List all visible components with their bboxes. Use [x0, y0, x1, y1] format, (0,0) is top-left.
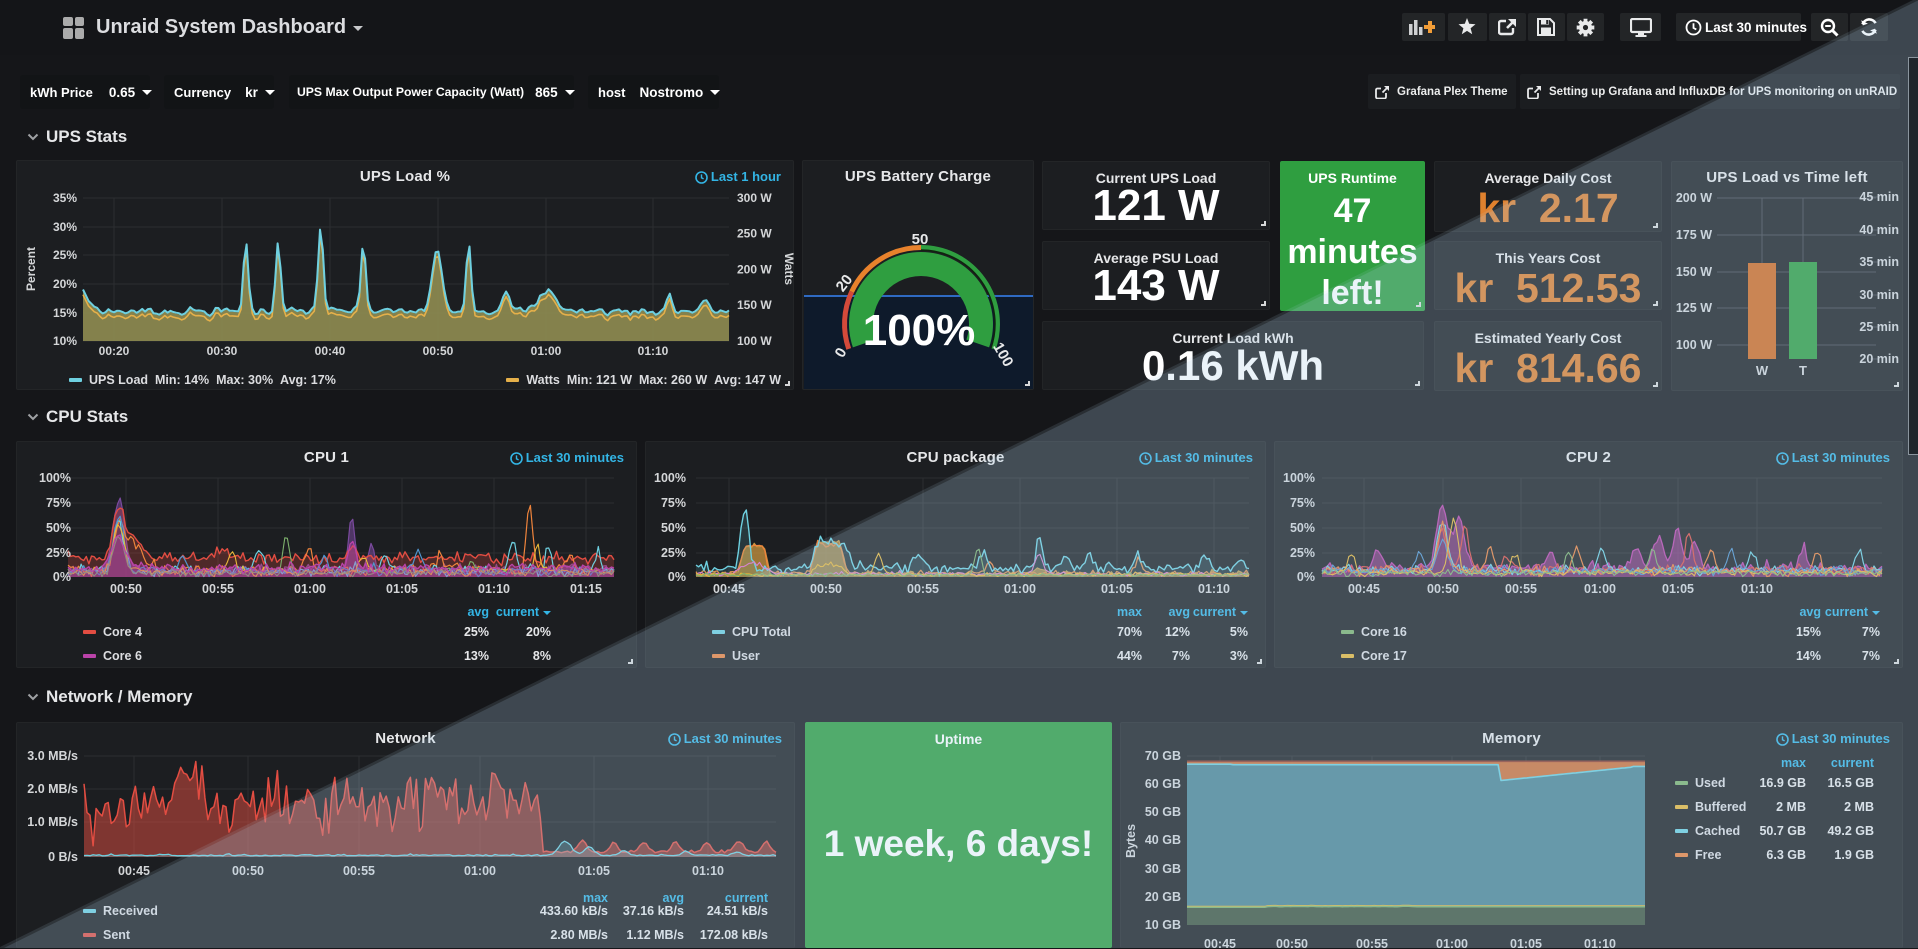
svg-text:30%: 30%: [53, 220, 77, 234]
svg-text:25 min: 25 min: [1859, 320, 1899, 334]
svg-text:00:50: 00:50: [810, 582, 842, 596]
svg-text:Bytes: Bytes: [1124, 824, 1138, 858]
svg-text:35%: 35%: [53, 191, 77, 205]
svg-text:01:00: 01:00: [531, 344, 562, 358]
svg-text:01:15: 01:15: [570, 582, 602, 596]
svg-text:50%: 50%: [46, 521, 71, 535]
svg-text:40 GB: 40 GB: [1145, 833, 1181, 847]
svg-text:00:20: 00:20: [99, 344, 130, 358]
svg-text:01:05: 01:05: [578, 864, 610, 878]
svg-text:75%: 75%: [46, 496, 71, 510]
svg-text:01:10: 01:10: [692, 864, 724, 878]
svg-text:3.0 MB/s: 3.0 MB/s: [27, 749, 78, 763]
svg-text:50 GB: 50 GB: [1145, 805, 1181, 819]
svg-text:150 W: 150 W: [1676, 265, 1712, 279]
svg-text:300 W: 300 W: [737, 191, 772, 205]
svg-text:01:00: 01:00: [1004, 582, 1036, 596]
svg-text:00:55: 00:55: [1505, 582, 1537, 596]
svg-text:00:50: 00:50: [110, 582, 142, 596]
svg-text:0 B/s: 0 B/s: [48, 850, 78, 864]
svg-text:01:10: 01:10: [478, 582, 510, 596]
svg-text:15%: 15%: [53, 306, 77, 320]
svg-text:10 GB: 10 GB: [1145, 918, 1181, 932]
svg-text:30 min: 30 min: [1859, 288, 1899, 302]
svg-text:00:30: 00:30: [207, 344, 238, 358]
svg-text:T: T: [1799, 363, 1807, 378]
svg-text:W: W: [1756, 363, 1769, 378]
svg-text:0%: 0%: [1297, 570, 1315, 584]
svg-text:20 min: 20 min: [1859, 352, 1899, 366]
svg-text:150 W: 150 W: [737, 298, 772, 312]
svg-text:00:50: 00:50: [423, 344, 454, 358]
svg-text:01:10: 01:10: [1584, 937, 1616, 949]
svg-text:1.0 MB/s: 1.0 MB/s: [27, 815, 78, 829]
svg-text:75%: 75%: [1290, 496, 1315, 510]
svg-text:00:45: 00:45: [118, 864, 150, 878]
svg-text:00:50: 00:50: [232, 864, 264, 878]
svg-text:01:10: 01:10: [638, 344, 669, 358]
svg-text:01:10: 01:10: [1741, 582, 1773, 596]
svg-text:01:00: 01:00: [1436, 937, 1468, 949]
svg-text:100 W: 100 W: [737, 334, 772, 348]
svg-text:00:45: 00:45: [1348, 582, 1380, 596]
svg-text:25%: 25%: [1290, 546, 1315, 560]
svg-text:00:50: 00:50: [1276, 937, 1308, 949]
svg-text:40 min: 40 min: [1859, 223, 1899, 237]
svg-text:0%: 0%: [53, 570, 71, 584]
svg-text:01:05: 01:05: [1510, 937, 1542, 949]
svg-text:01:05: 01:05: [386, 582, 418, 596]
svg-text:01:00: 01:00: [1584, 582, 1616, 596]
svg-text:30 GB: 30 GB: [1145, 862, 1181, 876]
svg-text:01:05: 01:05: [1662, 582, 1694, 596]
svg-text:01:00: 01:00: [464, 864, 496, 878]
svg-text:Watts: Watts: [782, 253, 795, 286]
svg-text:2.0 MB/s: 2.0 MB/s: [27, 782, 78, 796]
svg-text:100%: 100%: [654, 471, 686, 485]
svg-text:100%: 100%: [39, 471, 71, 485]
svg-text:00:45: 00:45: [713, 582, 745, 596]
svg-text:10%: 10%: [53, 334, 77, 348]
svg-text:50: 50: [912, 231, 929, 248]
svg-text:00:55: 00:55: [907, 582, 939, 596]
svg-text:25%: 25%: [661, 546, 686, 560]
svg-text:00:40: 00:40: [315, 344, 346, 358]
svg-text:250 W: 250 W: [737, 227, 772, 241]
svg-text:01:05: 01:05: [1101, 582, 1133, 596]
svg-text:50%: 50%: [1290, 521, 1315, 535]
svg-text:00:45: 00:45: [1204, 937, 1236, 949]
svg-text:75%: 75%: [661, 496, 686, 510]
svg-text:01:10: 01:10: [1198, 582, 1230, 596]
svg-text:200 W: 200 W: [737, 263, 772, 277]
svg-text:25%: 25%: [46, 546, 71, 560]
svg-text:60 GB: 60 GB: [1145, 777, 1181, 791]
svg-text:00:55: 00:55: [202, 582, 234, 596]
svg-text:175 W: 175 W: [1676, 228, 1712, 242]
svg-text:200 W: 200 W: [1676, 191, 1712, 205]
svg-text:100%: 100%: [1283, 471, 1315, 485]
svg-text:125 W: 125 W: [1676, 301, 1712, 315]
svg-text:70 GB: 70 GB: [1145, 749, 1181, 763]
svg-text:45 min: 45 min: [1859, 190, 1899, 204]
svg-text:25%: 25%: [53, 248, 77, 262]
svg-text:20%: 20%: [53, 277, 77, 291]
svg-text:Percent: Percent: [24, 247, 38, 291]
svg-text:00:55: 00:55: [343, 864, 375, 878]
svg-text:20 GB: 20 GB: [1145, 890, 1181, 904]
svg-text:01:00: 01:00: [294, 582, 326, 596]
svg-text:100 W: 100 W: [1676, 338, 1712, 352]
svg-text:20: 20: [833, 271, 857, 295]
svg-text:0%: 0%: [668, 570, 686, 584]
svg-text:00:50: 00:50: [1427, 582, 1459, 596]
svg-text:35 min: 35 min: [1859, 255, 1899, 269]
svg-text:00:55: 00:55: [1356, 937, 1388, 949]
svg-text:50%: 50%: [661, 521, 686, 535]
